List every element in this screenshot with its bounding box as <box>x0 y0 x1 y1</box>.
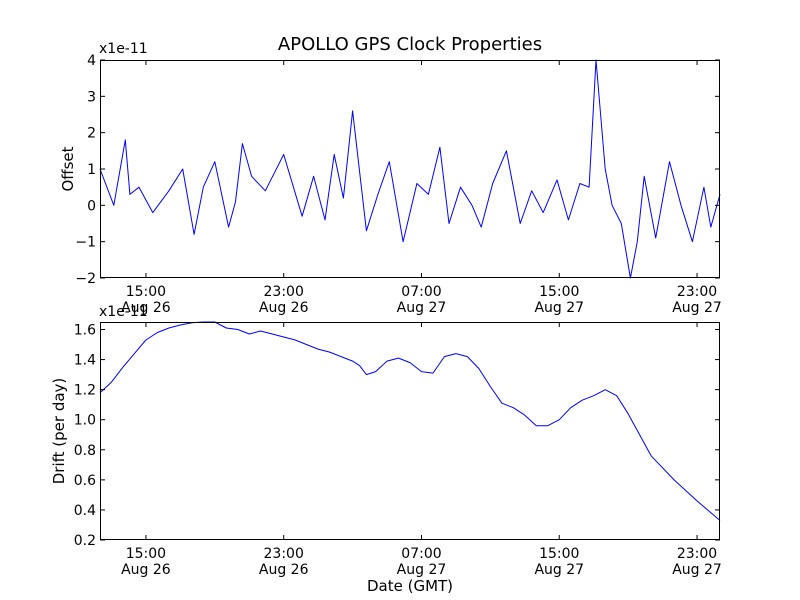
offset-xtick-date-label: Aug 27 <box>672 300 722 316</box>
offset-xtick-date-label: Aug 26 <box>121 300 171 316</box>
offset-ytick-label: −1 <box>75 235 96 251</box>
offset-xtick-date-label: Aug 26 <box>259 300 309 316</box>
drift-ytick-label: 0.2 <box>74 533 96 549</box>
drift-xtick-time-label: 15:00 <box>126 546 166 562</box>
offset-ytick-label: 4 <box>87 53 96 69</box>
offset-ytick-label: 2 <box>87 126 96 142</box>
offset-y-axis-label: Offset <box>59 146 77 191</box>
drift-xtick-date-label: Aug 26 <box>259 562 309 578</box>
drift-xtick-date-label: Aug 27 <box>534 562 584 578</box>
drift-scale-label: x1e-11 <box>99 304 148 320</box>
offset-xtick-date-label: Aug 27 <box>397 300 447 316</box>
drift-plot-frame <box>100 322 720 540</box>
offset-ytick-label: 0 <box>87 198 96 214</box>
offset-xtick-time-label: 23:00 <box>264 284 304 300</box>
drift-ytick-label: 0.6 <box>74 473 96 489</box>
drift-ytick-label: 1.4 <box>74 353 96 369</box>
offset-ytick-label: 3 <box>87 89 96 105</box>
offset-xtick-date-label: Aug 27 <box>534 300 584 316</box>
drift-xtick-date-label: Aug 26 <box>121 562 171 578</box>
drift-xtick-date-label: Aug 27 <box>672 562 722 578</box>
offset-series <box>99 59 721 279</box>
offset-xtick-time-label: 23:00 <box>677 284 717 300</box>
drift-xtick-time-label: 07:00 <box>401 546 441 562</box>
offset-series-line <box>99 59 721 279</box>
offset-xtick-time-label: 15:00 <box>126 284 166 300</box>
drift-ytick-label: 0.8 <box>74 443 96 459</box>
offset-ytick-label: 1 <box>87 162 96 178</box>
offset-scale-label: x1e-11 <box>99 41 148 57</box>
drift-x-axis-label: Date (GMT) <box>367 577 453 595</box>
chart-title: APOLLO GPS Clock Properties <box>278 34 542 55</box>
drift-xtick-date-label: Aug 27 <box>397 562 447 578</box>
drift-ytick-label: 0.4 <box>74 503 96 519</box>
offset-ytick-label: −2 <box>75 271 96 287</box>
drift-y-axis-label: Drift (per day) <box>50 378 68 485</box>
drift-xtick-time-label: 23:00 <box>264 546 304 562</box>
offset-xtick-time-label: 07:00 <box>401 284 441 300</box>
drift-ytick-label: 1.6 <box>74 323 96 339</box>
drift-xtick-time-label: 23:00 <box>677 546 717 562</box>
drift-xtick-time-label: 15:00 <box>539 546 579 562</box>
drift-ytick-label: 1.0 <box>74 413 96 429</box>
offset-xtick-time-label: 15:00 <box>539 284 579 300</box>
drift-ytick-label: 1.2 <box>74 383 96 399</box>
